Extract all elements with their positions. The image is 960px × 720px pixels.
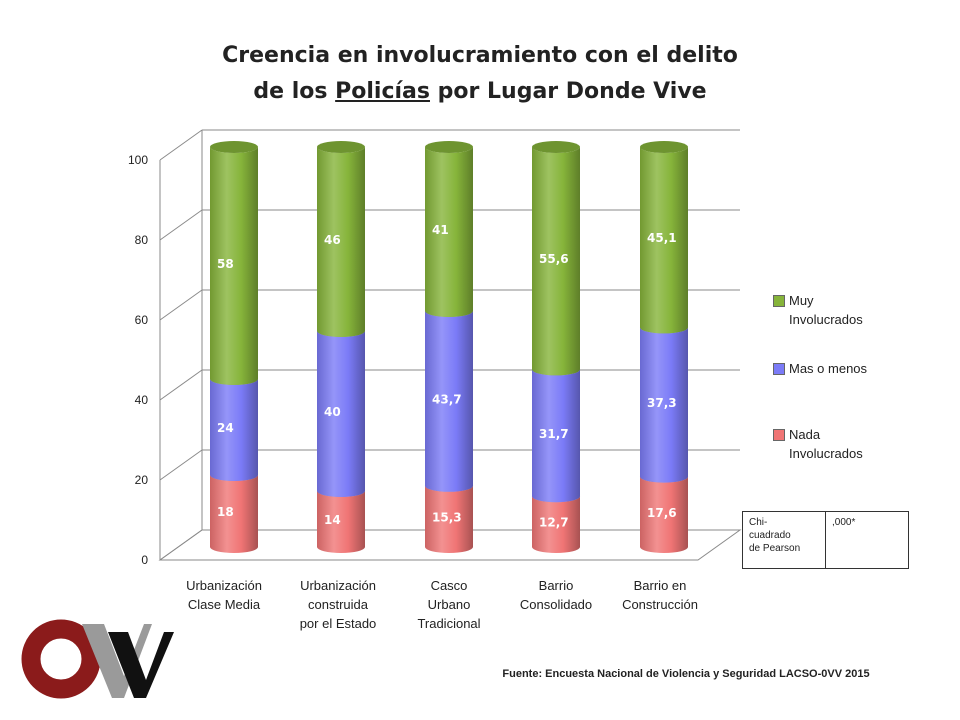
bar-segment-top [317,141,365,153]
stats-value-cell: ,000* [825,511,909,569]
legend-label: Mas o menos [789,361,868,376]
side-wall-gridline [159,289,203,321]
legend-label: Nada Involucrados [789,427,863,461]
data-label: 45,1 [647,231,677,245]
data-label: 43,7 [432,392,462,406]
title-part-after: por Lugar Donde Vive [429,79,707,104]
x-tick-label-line: Urbano [427,597,471,612]
legend-item: Muy Involucrados [773,291,889,329]
logo-o-ring [21,619,101,699]
bar-segment [425,485,473,553]
x-tick-label-line: Urbanización [186,578,262,593]
title-part-underlined: Policías [335,79,430,104]
bar-segment [425,147,473,317]
side-wall-gridline [159,129,203,161]
x-tick-label-line: Urbanización [300,578,376,593]
bar-segment [532,147,580,376]
data-label: 17,6 [647,506,677,520]
stats-label-line: Chi- [749,517,768,528]
data-label: 46 [324,233,341,247]
bar-segment [532,369,580,503]
bar-segment [317,491,365,553]
y-tick-label: 100 [128,153,148,167]
bar-segment [532,496,580,553]
legend-label: Muy Involucrados [789,293,863,327]
logo-v-gray [82,624,152,698]
legend-item: Nada Involucrados [773,425,889,463]
x-tick-label-line: por el Estado [299,616,377,631]
bar-segment [210,475,258,553]
legend-swatch [773,363,785,375]
title-part-before: de los [253,79,336,104]
side-wall-gridline [159,209,203,241]
x-tick-label-line: Barrio [538,578,574,593]
stats-label-cell: Chi-cuadrado de Pearson [742,511,826,569]
x-tick-label: Urbanización construida por el Estado [278,576,398,633]
data-label: 18 [217,505,234,519]
bar-segment [317,147,365,337]
x-tick-label-line: Construcción [622,597,698,612]
bar-segment [640,327,688,483]
bar-segment [425,311,473,492]
legend-swatch [773,429,785,441]
legend-swatch [773,295,785,307]
data-label: 55,6 [539,252,569,266]
data-label: 14 [324,513,341,527]
bar-segment-top [640,141,688,153]
chart-floor [158,529,742,561]
side-wall-gridline [159,449,203,481]
logo-v-black [108,632,174,698]
y-tick-label: 20 [135,473,149,487]
x-tick-label: Barrio en Construcción [600,576,720,614]
chart-title: Creencia en involucramiento con el delit… [170,38,790,110]
x-tick-label-line: construida [308,597,368,612]
y-tick-label: 0 [141,553,148,567]
stats-label-line: cuadrado [749,530,791,541]
x-tick-label-line: Barrio en [633,578,687,593]
legend-item: Mas o menos [773,359,889,378]
ovv-logo [21,619,174,699]
data-label: 40 [324,405,341,419]
y-tick-label: 40 [135,393,149,407]
x-tick-label-line: Tradicional [417,616,481,631]
bar-segment [210,147,258,385]
x-tick-label-line: Clase Media [187,597,261,612]
bar-segment-top [532,141,580,153]
data-label: 15,3 [432,510,462,524]
x-tick-label-line: Casco [430,578,468,593]
stats-value: ,000* [832,517,856,528]
data-label: 31,7 [539,427,569,441]
stats-label-line: de Pearson [749,543,801,554]
data-label: 41 [432,223,449,237]
data-label: 12,7 [539,516,569,530]
chart-title-line-1: Creencia en involucramiento con el delit… [222,43,738,68]
bar-segment [317,331,365,497]
bar-segment [640,147,688,334]
x-tick-label: Urbanización Clase Media [164,576,284,614]
data-label: 58 [217,257,234,271]
y-tick-label: 80 [135,233,149,247]
source-note: Fuente: Encuesta Nacional de Violencia y… [502,668,870,680]
bar-segment-top [210,141,258,153]
data-label: 24 [217,421,234,435]
x-tick-label: Casco Urbano Tradicional [389,576,509,633]
y-tick-label: 60 [135,313,149,327]
stats-label: Chi-cuadrado de Pearson [749,516,819,555]
side-wall-gridline [159,369,203,401]
x-tick-label-line: Consolidado [519,597,593,612]
x-tick-label: Barrio Consolidado [496,576,616,614]
stats-table: Chi-cuadrado de Pearson ,000* [742,511,909,569]
chart-title-line-2: de los Policías por Lugar Donde Vive [170,74,790,110]
bar-segment [210,379,258,481]
bar-segment [640,476,688,553]
bar-segment-top [425,141,473,153]
data-label: 37,3 [647,396,677,410]
